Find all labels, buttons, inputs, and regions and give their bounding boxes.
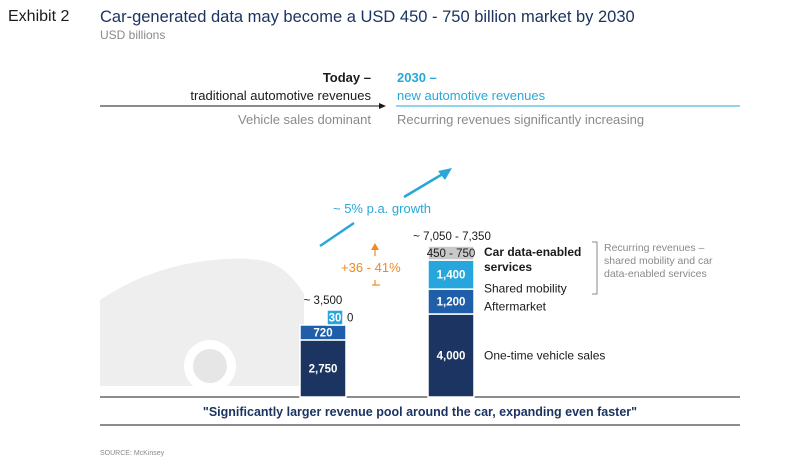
today-timeline-arrowhead [379,103,386,109]
value-label-1-0: 4,000 [437,351,466,363]
growth-arrow-lower [319,221,355,248]
page-subtitle: USD billions [100,28,166,42]
value-label-0-0: 2,750 [309,363,338,375]
growth-label: ~ 5% p.a. growth [333,201,431,216]
bar-1-shared-mobility [427,259,475,290]
value-label-1-1: 1,200 [437,297,466,309]
recurring-revenues-bracket [592,241,598,295]
future-label: 2030 – [397,70,437,85]
today-description: traditional automotive revenues [190,88,371,103]
bar-1-one-time-vehicle-sales [427,313,475,398]
car-silhouette-icon [100,258,304,392]
value-label-1-3: 450 - 750 [427,248,476,260]
future-note: Recurring revenues significantly increas… [397,112,645,127]
legend-label-2: Shared mobility [484,282,567,296]
bar-1-car-data-enabled-services [427,245,475,261]
total-label-0: ~ 3,500 [304,295,343,307]
legend-label-0: One-time vehicle sales [484,349,605,363]
today-label: Today – [322,70,371,85]
value-label-0-2: 30 [329,312,342,324]
future-description: new automotive revenues [397,88,546,103]
legend-label-3-a: Car data-enabled [484,245,581,259]
today-note: Vehicle sales dominant [238,112,371,127]
legend-label-3-b: services [484,260,532,274]
increase-arrow-icon [371,243,379,250]
bar-0-shared-mobility [326,309,344,326]
increase-label: +36 - 41% [341,260,401,275]
recurring-note-line-1: Recurring revenues – [604,242,705,254]
recurring-note-line-3: data-enabled services [604,268,707,280]
growth-arrow-upper [403,170,447,199]
legend-label-1: Aftermarket [484,300,547,314]
footer-quote: "Significantly larger revenue pool aroun… [202,405,638,419]
bar-1-aftermarket [427,288,475,315]
value-label-0-1: 720 [313,327,332,339]
bar-0-aftermarket [299,324,347,341]
value-label-1-2: 1,400 [437,270,466,282]
growth-arrowhead [438,168,452,180]
source-note: SOURCE: McKinsey [100,450,165,457]
page-title: Car-generated data may become a USD 450 … [100,8,635,26]
recurring-note-line-2: shared mobility and car [604,255,713,267]
exhibit-label: Exhibit 2 [8,8,70,25]
total-label-1: ~ 7,050 - 7,350 [413,231,491,243]
value-label-0-3: 0 [347,312,353,324]
